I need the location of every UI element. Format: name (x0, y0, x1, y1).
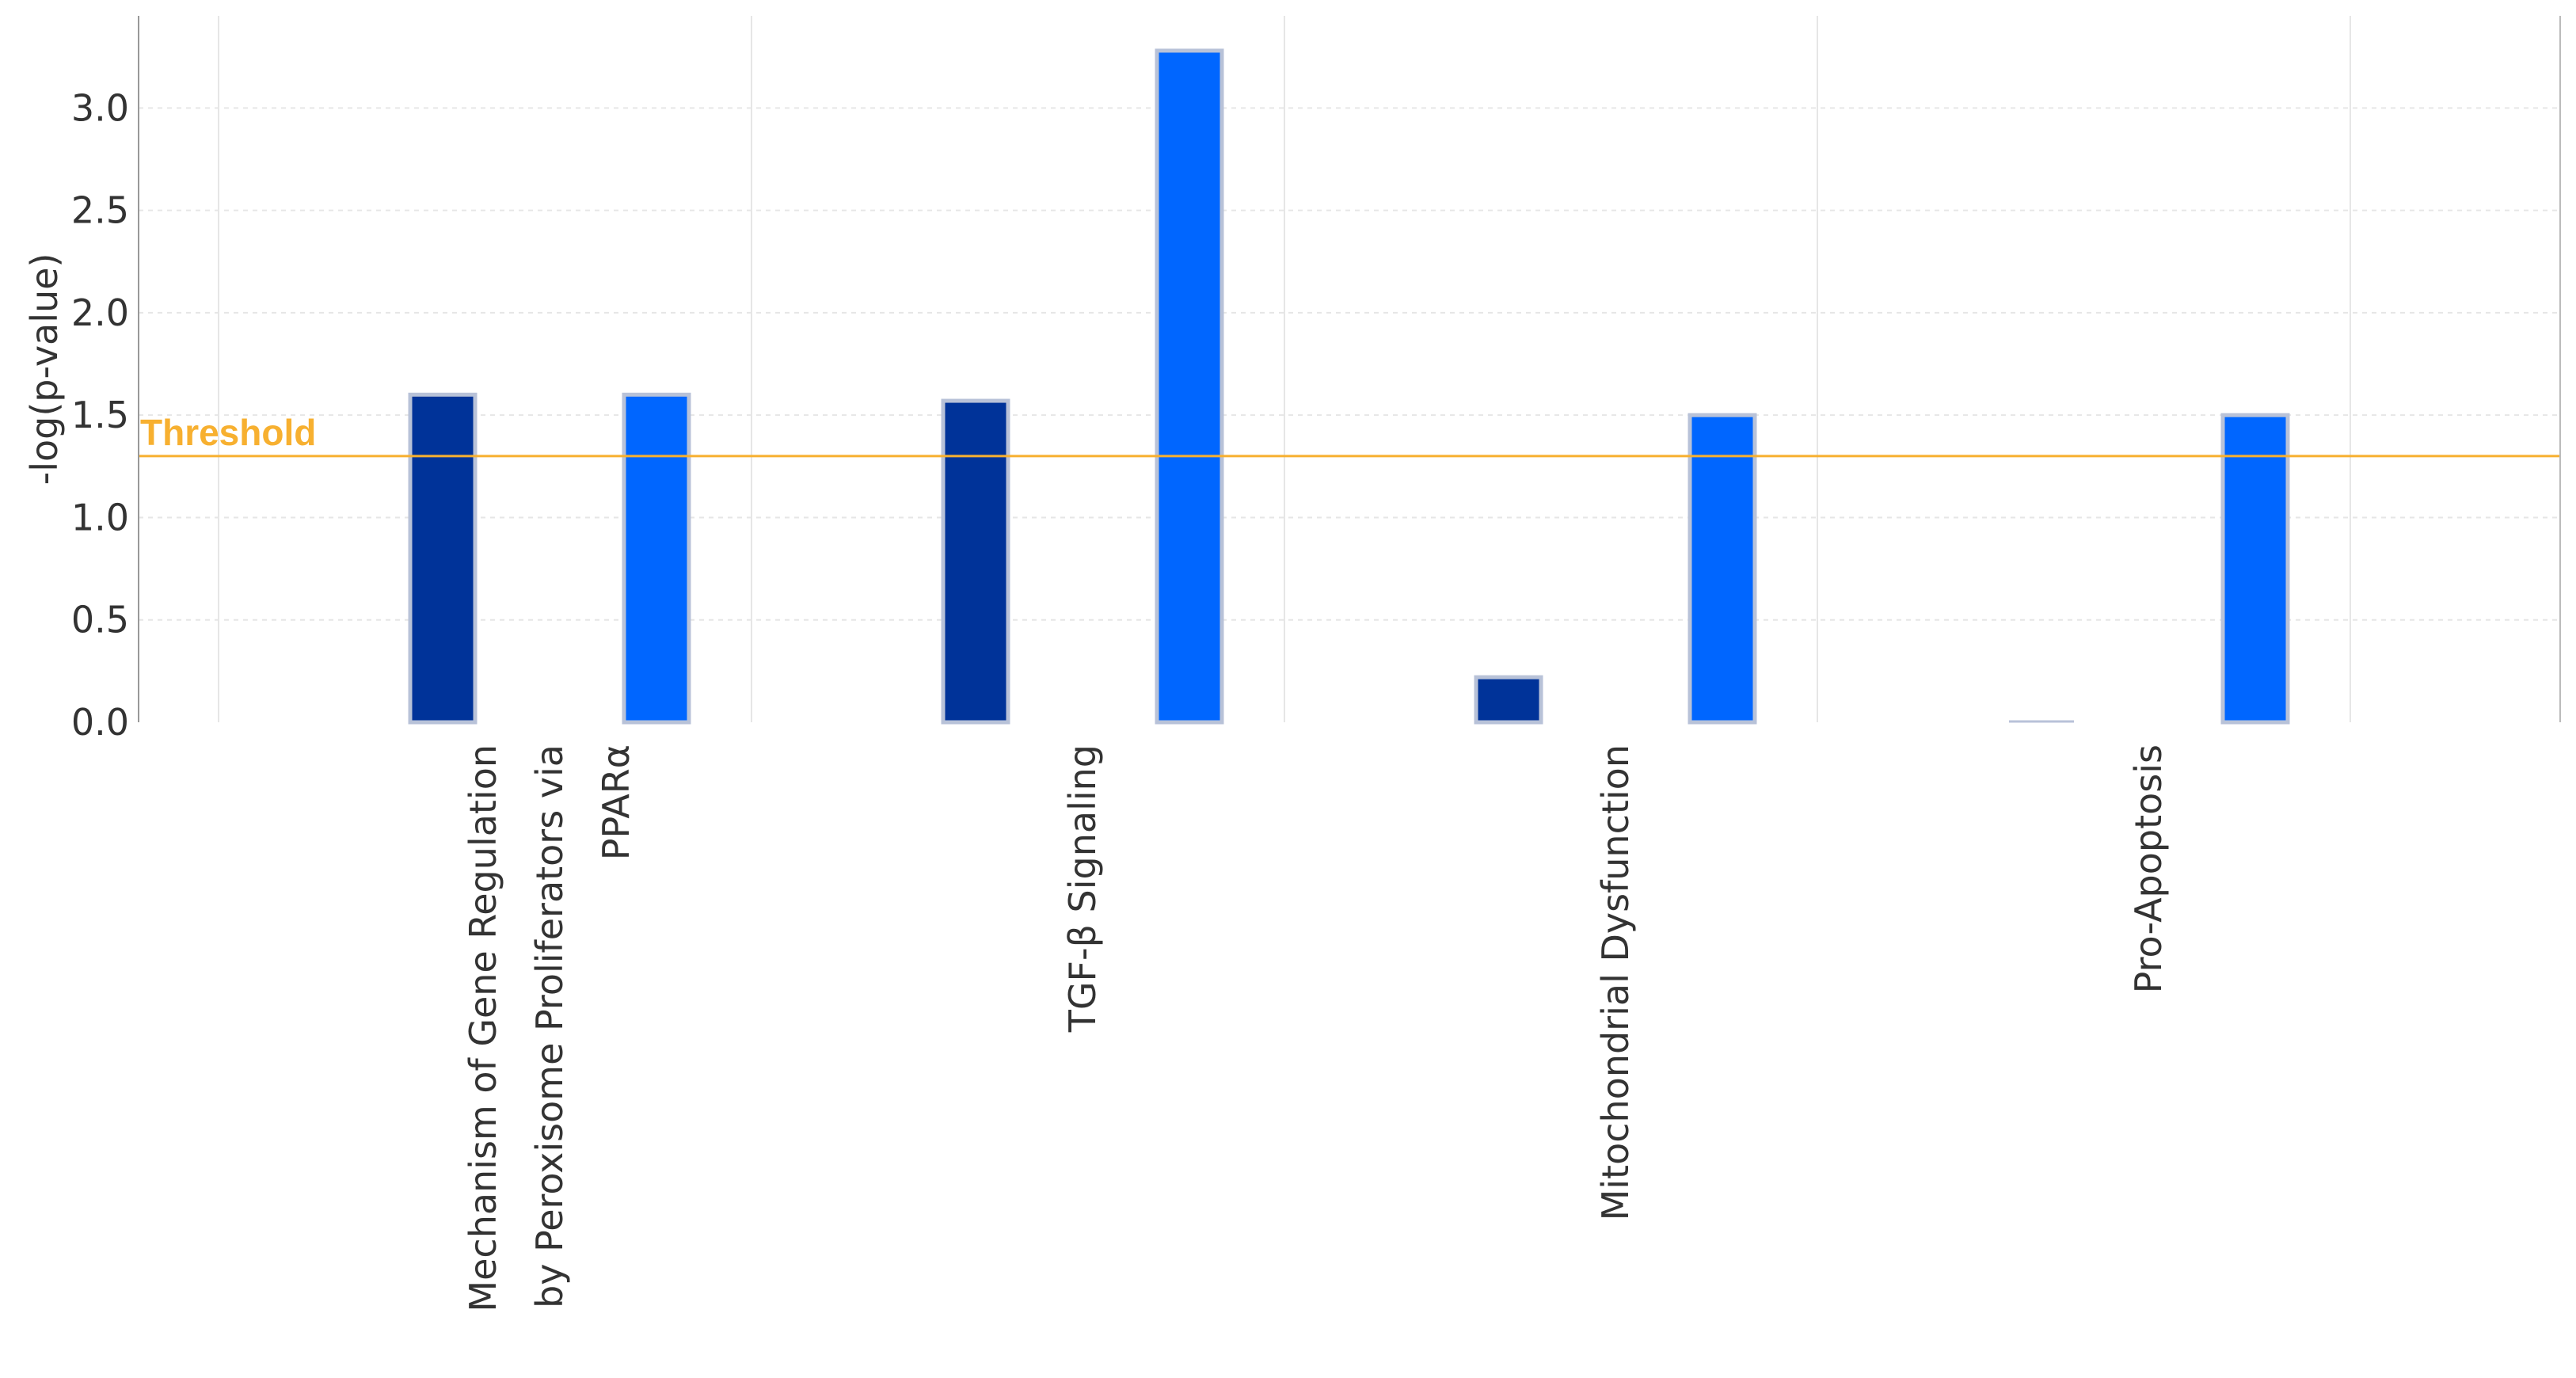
y-tick-label: 0.0 (71, 701, 129, 744)
grid-lines (139, 16, 2560, 722)
bar-mito-s2[interactable] (1688, 413, 1757, 725)
bar-apoptosis-s2[interactable] (2220, 413, 2290, 725)
category-label-ppara: Mechanism of Gene Regulation (462, 744, 504, 1312)
y-tick-label: 3.0 (71, 86, 129, 129)
axes (138, 16, 2561, 722)
category-label-ppara: by Peroxisome Proliferators via (528, 744, 571, 1308)
y-tick-label: 1.0 (71, 496, 129, 539)
y-tick-label: 2.0 (71, 291, 129, 334)
category-label-tgfb: TGF-β Signaling (1061, 744, 1104, 1033)
y-tick-label: 1.5 (71, 394, 129, 436)
bar-ppara-s2[interactable] (622, 392, 691, 725)
y-tick-label: 0.5 (71, 599, 129, 641)
category-label-apoptosis: Pro-Apoptosis (2127, 744, 2170, 993)
bars (408, 48, 2290, 725)
bar-tgfb-s2[interactable] (1155, 48, 1224, 725)
bar-tgfb-s0[interactable] (941, 398, 1010, 725)
y-axis-title: -log(p-value) (23, 253, 66, 485)
labels: 0.0 0.5 1.0 1.5 2.0 2.5 3.0 -log(p-value) Mechan… (23, 86, 2170, 1311)
bar-mito-s0[interactable] (1474, 675, 1543, 725)
category-label-ppara: PPARα (595, 744, 637, 860)
bar-ppara-s0[interactable] (408, 392, 478, 725)
y-tick-label: 2.5 (71, 189, 129, 232)
threshold-label: Threshold (140, 412, 316, 453)
threshold-line: Threshold (139, 412, 2560, 458)
category-label-mito: Mitochondrial Dysfunction (1594, 744, 1637, 1220)
